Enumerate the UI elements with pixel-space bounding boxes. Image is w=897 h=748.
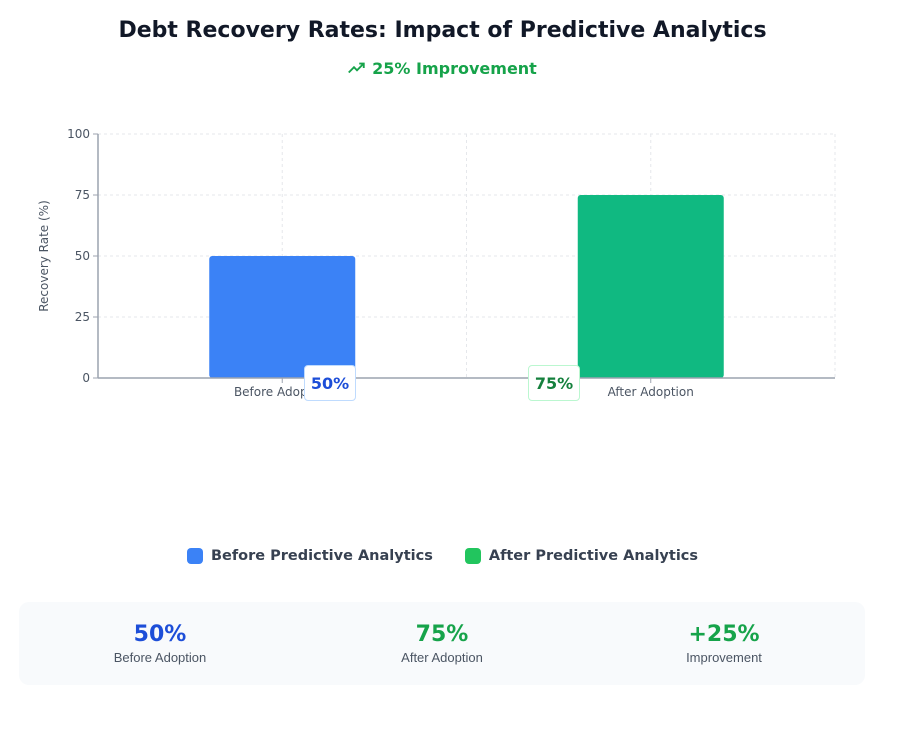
y-tick-label: 100	[67, 127, 90, 141]
data-label-before: 50%	[304, 365, 356, 401]
trending-up-icon	[348, 62, 365, 74]
data-label-after: 75%	[528, 365, 580, 401]
summary-stats: 50% Before Adoption 75% After Adoption +25…	[19, 602, 865, 685]
stat-value: 50%	[133, 622, 187, 647]
legend-item-before[interactable]: Before Predictive Analytics	[186, 548, 433, 564]
legend-item-after[interactable]: After Predictive Analytics	[464, 548, 699, 564]
y-tick-label: 25	[75, 310, 90, 324]
stat-label: Improvement	[686, 650, 762, 665]
legend-label: After Predictive Analytics	[488, 548, 699, 564]
y-tick-label: 75	[75, 188, 90, 202]
legend-swatch-before	[186, 548, 203, 564]
stat-value: +25%	[688, 622, 760, 647]
stat-label: After Adoption	[401, 650, 483, 665]
legend-swatch-after	[464, 548, 481, 564]
stat-value: 75%	[415, 622, 469, 647]
stat-label: Before Adoption	[113, 650, 207, 665]
stat-before: 50% Before Adoption	[19, 602, 301, 685]
legend-label: Before Predictive Analytics	[210, 548, 433, 564]
y-tick-label: 50	[75, 249, 90, 263]
x-tick-label: After Adoption	[608, 385, 694, 399]
y-tick-label: 0	[82, 371, 90, 385]
stat-after: 75% After Adoption	[301, 602, 583, 685]
improvement-subtitle: 25% Improvement	[0, 59, 885, 78]
bar-after	[577, 195, 724, 378]
y-axis-label: Recovery Rate (%)	[37, 200, 51, 312]
bar-before	[209, 256, 356, 378]
subtitle-text: 25% Improvement	[372, 59, 537, 78]
legend: Before Predictive Analytics After Predic…	[0, 548, 885, 564]
chart-title: Debt Recovery Rates: Impact of Predictiv…	[118, 18, 767, 43]
stat-improvement: +25% Improvement	[583, 602, 865, 685]
